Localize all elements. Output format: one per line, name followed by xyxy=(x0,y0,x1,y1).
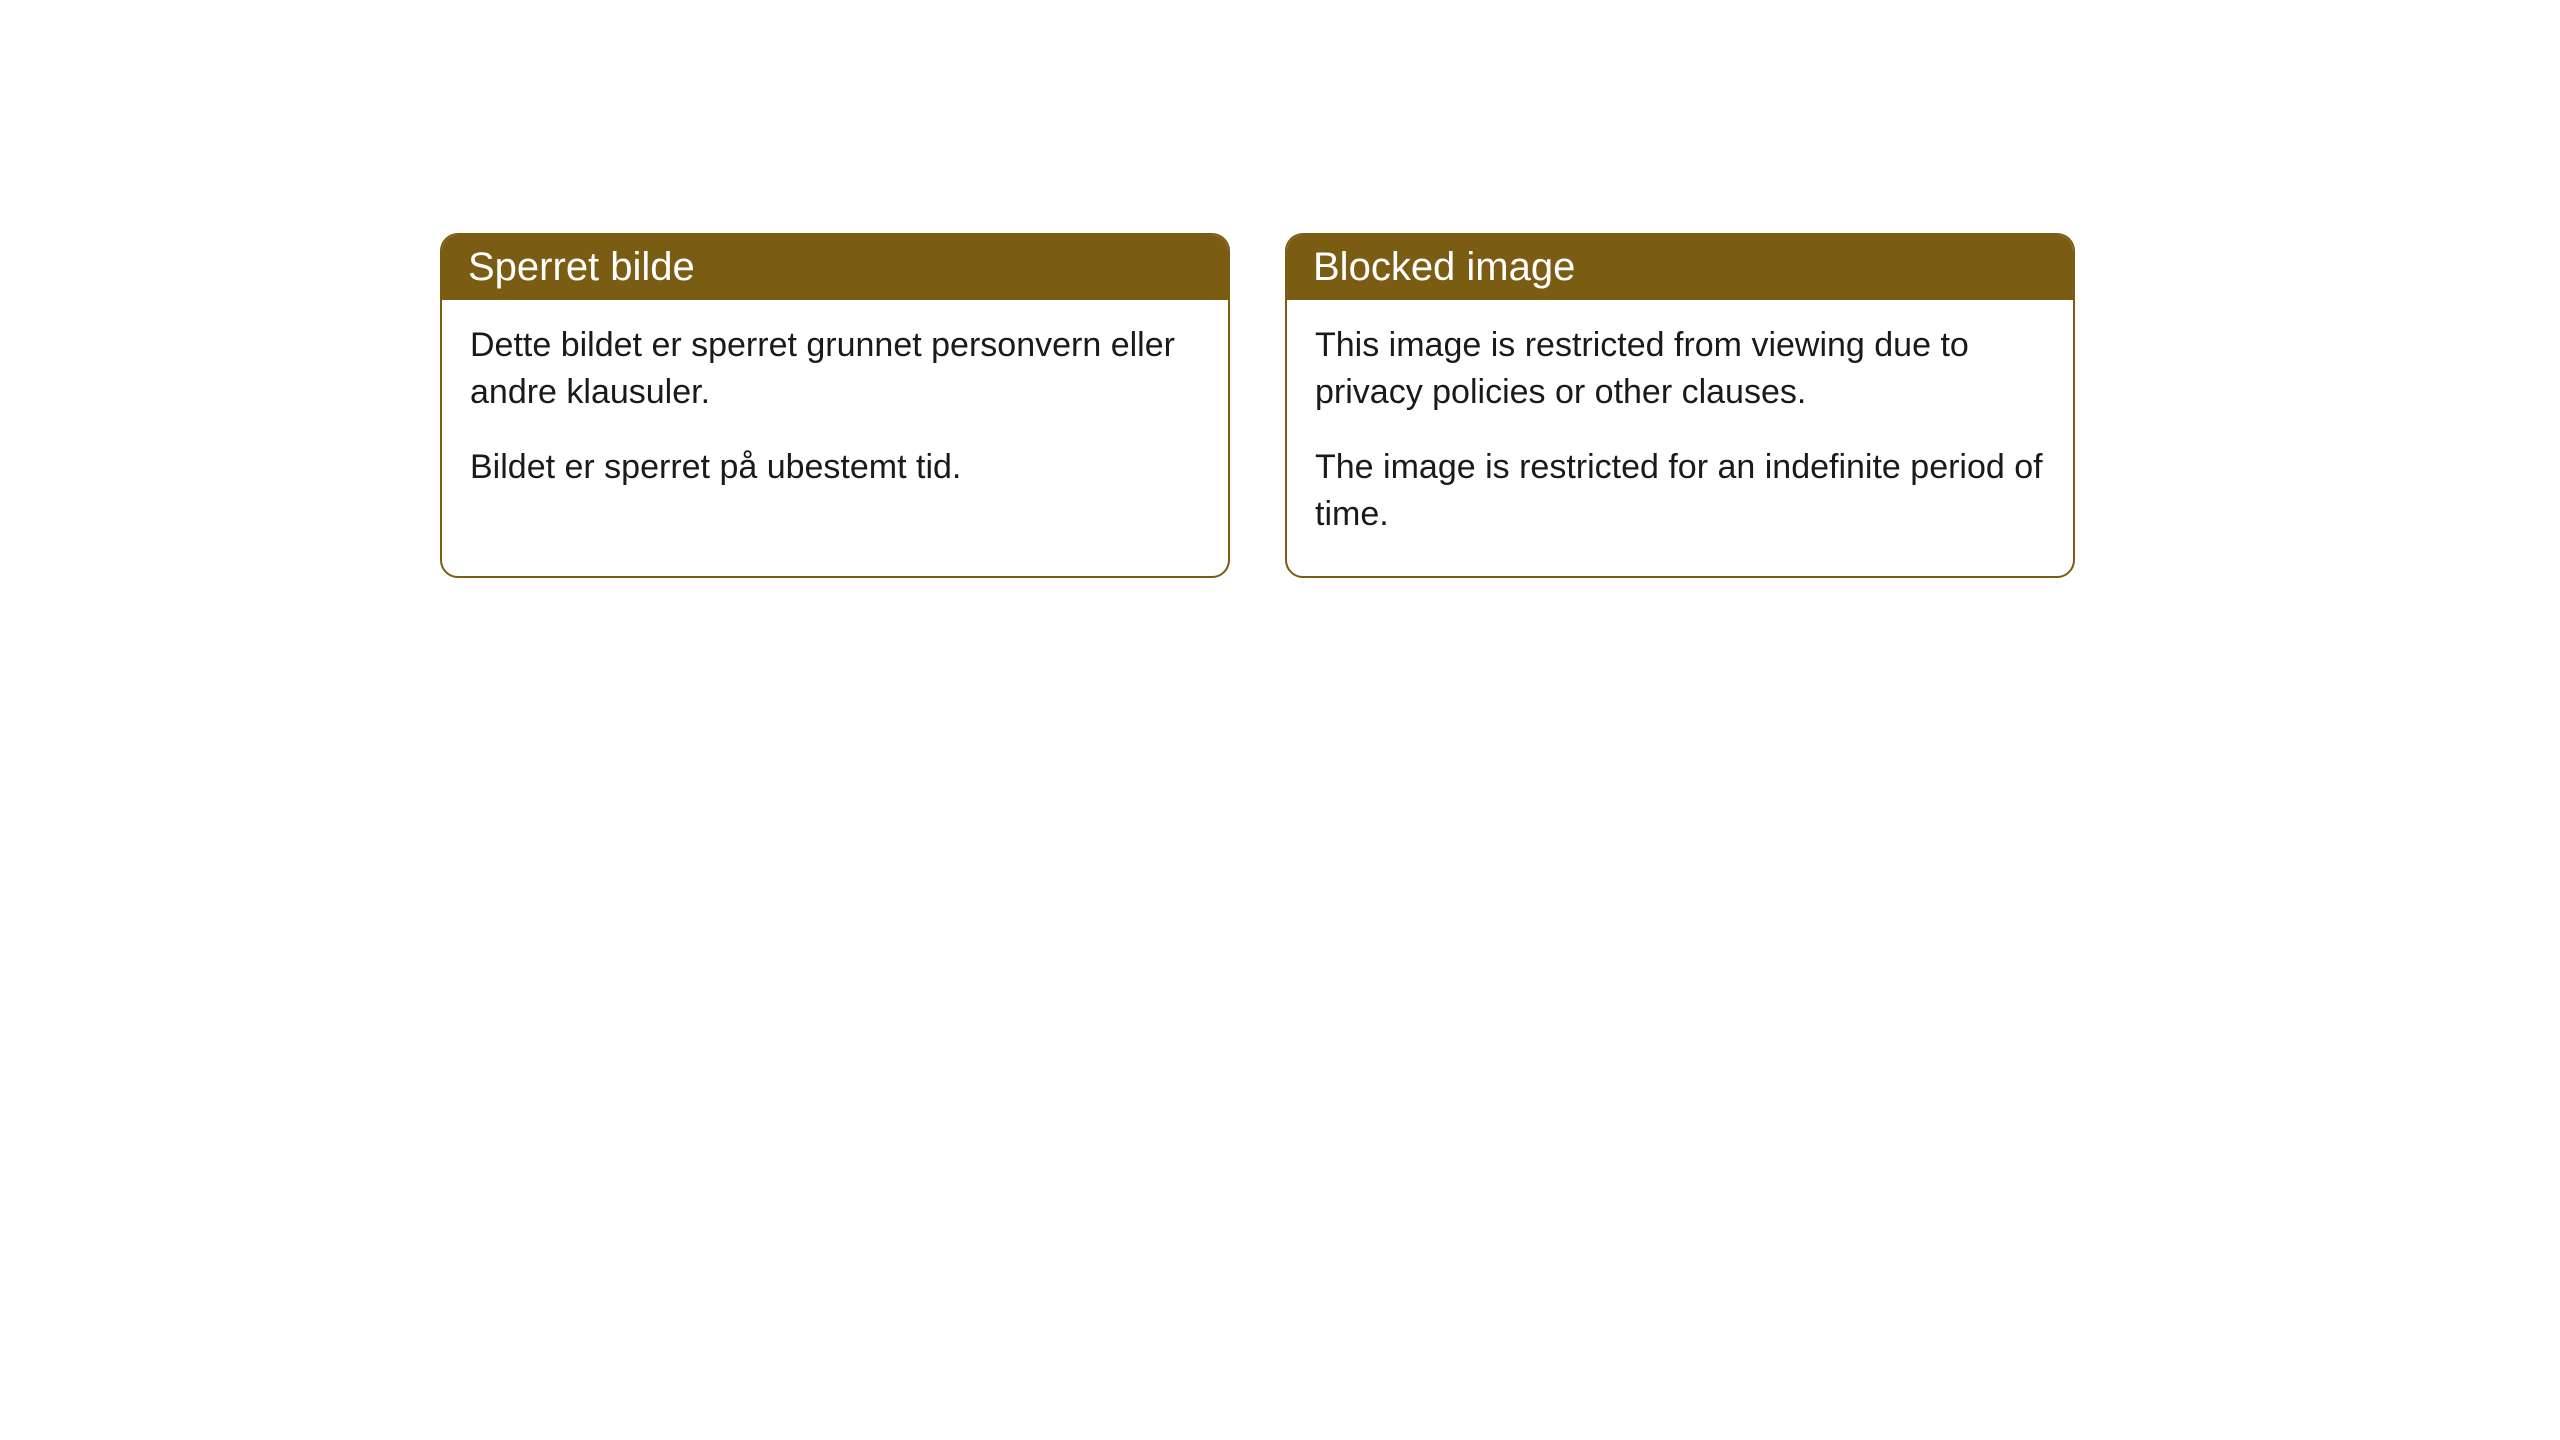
notice-body-english: This image is restricted from viewing du… xyxy=(1287,300,2073,576)
notice-paragraph: Bildet er sperret på ubestemt tid. xyxy=(470,444,1200,491)
notice-paragraph: Dette bildet er sperret grunnet personve… xyxy=(470,322,1200,416)
notice-paragraph: The image is restricted for an indefinit… xyxy=(1315,444,2045,538)
notice-title: Sperret bilde xyxy=(468,245,695,289)
notice-paragraph: This image is restricted from viewing du… xyxy=(1315,322,2045,416)
notice-title: Blocked image xyxy=(1313,245,1575,289)
notice-container: Sperret bilde Dette bildet er sperret gr… xyxy=(0,0,2560,578)
notice-header-norwegian: Sperret bilde xyxy=(442,235,1228,300)
notice-card-english: Blocked image This image is restricted f… xyxy=(1285,233,2075,578)
notice-header-english: Blocked image xyxy=(1287,235,2073,300)
notice-card-norwegian: Sperret bilde Dette bildet er sperret gr… xyxy=(440,233,1230,578)
notice-body-norwegian: Dette bildet er sperret grunnet personve… xyxy=(442,300,1228,529)
